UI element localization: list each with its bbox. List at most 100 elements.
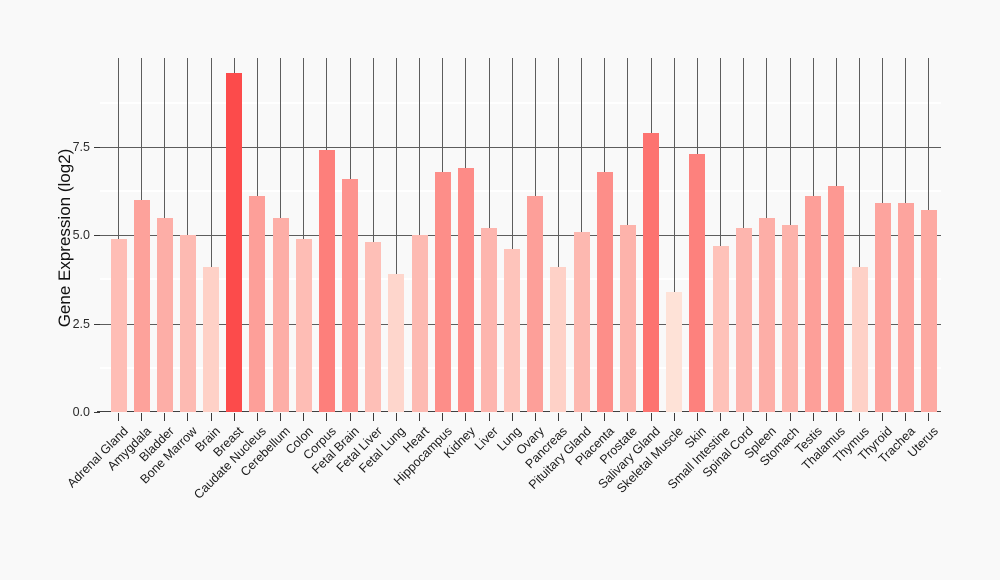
vertical-gridline-bone-marrow <box>187 58 189 412</box>
x-tick-fetal-liver <box>372 413 374 421</box>
x-tick-bone-marrow <box>187 413 189 421</box>
bar-pancreas <box>550 267 567 412</box>
bar-thalamus <box>828 185 845 412</box>
bar-amygdala <box>133 199 150 412</box>
minor-gridline-6.25 <box>100 190 941 192</box>
bar-cerebellum <box>272 217 289 412</box>
x-tick-fetal-brain <box>349 413 351 421</box>
vertical-gridline-small-intestine <box>720 58 722 412</box>
bar-hippocampus <box>434 171 451 412</box>
bar-thyroid <box>874 203 891 412</box>
x-tick-amygdala <box>141 413 143 421</box>
x-tick-thymus <box>859 413 861 421</box>
minor-gridline-8.75 <box>100 101 941 104</box>
x-tick-hippocampus <box>442 413 444 421</box>
y-tick-7.5 <box>94 146 100 148</box>
vertical-gridline-fetal-liver <box>372 58 374 412</box>
vertical-gridline-adrenal-gland <box>118 58 119 412</box>
x-tick-heart <box>419 413 421 421</box>
x-tick-thyroid <box>882 413 884 421</box>
minor-gridline-3.75 <box>100 278 941 281</box>
x-tick-placenta <box>604 413 606 421</box>
bar-skeletal-muscle <box>666 291 683 412</box>
y-tick-0 <box>94 412 100 413</box>
vertical-gridline-brain <box>210 58 212 412</box>
x-tick-skin <box>696 413 698 421</box>
y-tick-label-5: 5.0 <box>72 228 90 243</box>
vertical-gridline-colon <box>303 58 305 412</box>
bar-caudate-nucleus <box>249 196 266 412</box>
bar-skin <box>689 153 706 412</box>
bar-spinal-cord <box>735 228 752 412</box>
vertical-gridline-pancreas <box>557 58 559 412</box>
plot-area <box>97 58 941 412</box>
bar-small-intestine <box>712 245 729 412</box>
x-tick-caudate-nucleus <box>256 413 258 421</box>
bar-pituitary-gland <box>573 231 590 412</box>
bar-kidney <box>457 168 474 412</box>
vertical-gridline-fetal-lung <box>395 58 397 412</box>
bar-fetal-lung <box>388 274 405 412</box>
bar-adrenal-gland <box>110 238 127 412</box>
x-tick-fetal-lung <box>395 413 397 421</box>
bar-heart <box>411 235 428 412</box>
vertical-gridline-skeletal-muscle <box>673 58 675 412</box>
bar-colon <box>295 238 312 412</box>
y-tick-label-2.5: 2.5 <box>72 316 90 331</box>
x-tick-pituitary-gland <box>581 413 583 421</box>
x-tick-kidney <box>465 413 467 421</box>
bar-liver <box>481 228 497 412</box>
bar-corpus <box>318 150 335 412</box>
x-tick-testis <box>812 413 814 421</box>
x-tick-spleen <box>766 413 768 421</box>
bar-salivary-gland <box>643 132 660 412</box>
bar-ovary <box>527 196 544 412</box>
x-tick-corpus <box>326 413 328 421</box>
bar-uterus <box>920 210 937 412</box>
bar-bone-marrow <box>179 235 196 412</box>
x-tick-liver <box>488 413 490 421</box>
minor-gridline-1.25 <box>100 366 941 369</box>
x-tick-prostate <box>627 413 629 421</box>
major-gridline-2.5 <box>100 323 941 325</box>
bar-fetal-brain <box>342 178 359 412</box>
bar-placenta <box>596 171 613 412</box>
bar-breast <box>226 72 243 412</box>
bar-brain <box>203 267 220 412</box>
vertical-gridline-heart <box>419 58 421 412</box>
bar-fetal-liver <box>365 242 382 412</box>
x-tick-stomach <box>789 413 791 421</box>
major-gridline-7.5 <box>100 146 941 148</box>
x-tick-breast <box>233 413 235 421</box>
x-tick-uterus <box>928 413 930 421</box>
x-tick-ovary <box>534 413 536 421</box>
vertical-gridline-lung <box>511 58 513 412</box>
bar-spleen <box>758 217 775 412</box>
y-tick-label-7.5: 7.5 <box>72 139 90 154</box>
x-tick-trachea <box>905 413 907 421</box>
x-tick-pancreas <box>557 413 559 421</box>
vertical-gridline-thymus <box>859 58 861 412</box>
bar-trachea <box>897 203 914 412</box>
x-tick-cerebellum <box>280 413 282 421</box>
x-tick-colon <box>303 413 305 421</box>
x-tick-thalamus <box>835 413 837 421</box>
y-tick-2.5 <box>94 323 100 325</box>
bar-testis <box>805 196 822 412</box>
x-tick-bladder <box>164 413 166 421</box>
x-tick-spinal-cord <box>743 413 745 421</box>
x-tick-skeletal-muscle <box>673 413 675 421</box>
y-tick-label-0: 0.0 <box>72 405 90 419</box>
bar-prostate <box>619 224 636 412</box>
major-gridline-5 <box>100 235 941 237</box>
x-tick-brain <box>210 413 212 421</box>
bar-stomach <box>782 224 799 412</box>
bar-thymus <box>851 267 868 412</box>
bar-bladder <box>156 217 173 412</box>
bar-lung <box>504 249 521 412</box>
x-tick-adrenal-gland <box>118 413 119 421</box>
x-tick-small-intestine <box>720 413 722 421</box>
y-tick-5 <box>94 235 100 237</box>
x-tick-lung <box>511 413 513 421</box>
